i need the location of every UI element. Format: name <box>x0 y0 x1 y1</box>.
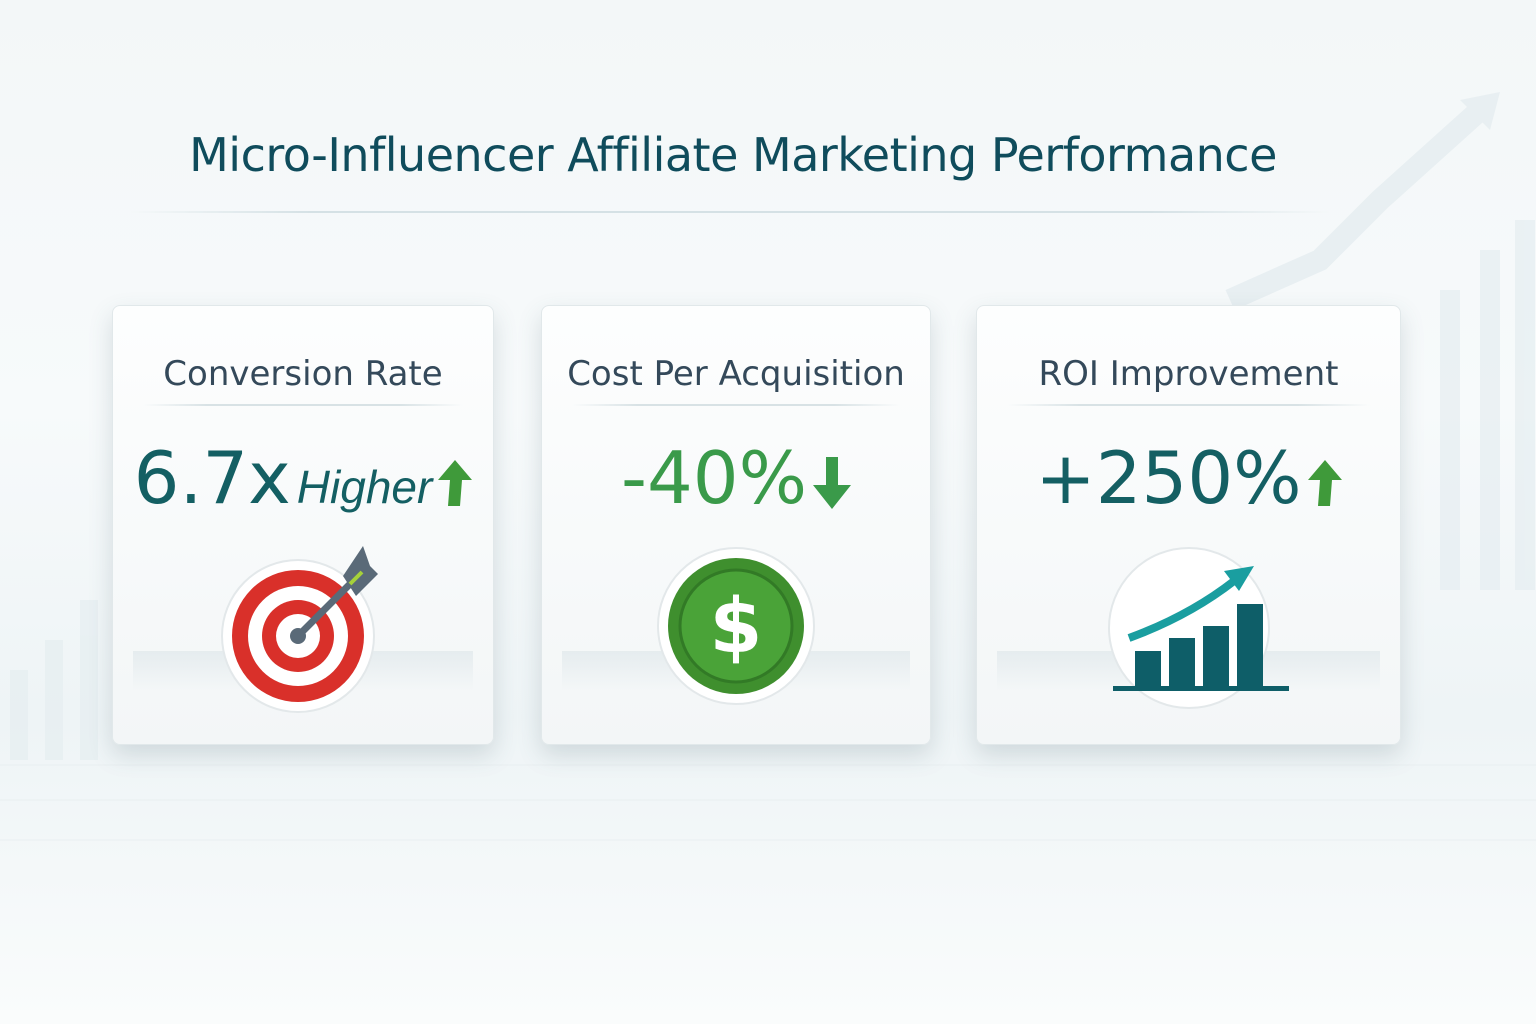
conversion-rate-value: 6.7x Higher <box>113 436 493 520</box>
metric-value: +250% <box>1035 436 1302 520</box>
svg-text:$: $ <box>710 581 763 670</box>
conversion-rate-card: Conversion Rate 6.7x Higher <box>112 305 494 745</box>
card-label: ROI Improvement <box>1038 354 1339 394</box>
card-label: Conversion Rate <box>163 354 443 394</box>
page-title: Micro-Influencer Affiliate Marketing Per… <box>189 128 1277 182</box>
title-divider <box>130 211 1330 213</box>
dollar-coin-icon: $ <box>657 547 815 705</box>
card-divider <box>572 404 900 406</box>
growth-chart-icon <box>1107 547 1289 709</box>
metric-suffix: Higher <box>296 461 433 513</box>
metric-value: -40% <box>620 436 807 520</box>
target-icon <box>221 546 378 713</box>
card-divider <box>143 404 463 406</box>
cpa-value: -40% <box>542 436 930 520</box>
arrow-down-icon <box>813 457 851 510</box>
cost-per-acquisition-card: Cost Per Acquisition -40% $ <box>541 305 931 745</box>
roi-value: +250% <box>977 436 1400 520</box>
metric-value: 6.7x <box>133 436 291 520</box>
card-label: Cost Per Acquisition <box>567 354 905 394</box>
arrow-up-icon <box>438 460 473 507</box>
arrow-up-icon <box>1307 460 1342 507</box>
roi-improvement-card: ROI Improvement +250% <box>976 305 1401 745</box>
card-divider <box>1007 404 1370 406</box>
